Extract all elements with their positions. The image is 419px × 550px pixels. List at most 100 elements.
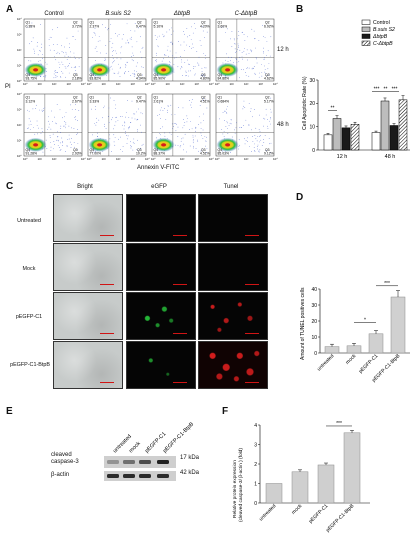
event-dot: [67, 66, 69, 67]
panel-a-x-label: Annexin V-FITC: [137, 165, 180, 171]
event-dot: [40, 24, 42, 25]
bar-control: [323, 134, 333, 151]
event-dot: [75, 69, 76, 71]
event-dot: [130, 141, 131, 143]
event-dot: [264, 65, 265, 67]
event-dot: [264, 71, 266, 73]
event-dot: [130, 38, 132, 40]
x-tick-label: 10⁰: [151, 82, 156, 86]
event-dot: [126, 143, 128, 144]
event-dot: [116, 35, 118, 37]
event-dot: [193, 147, 194, 149]
event-dot: [233, 43, 235, 45]
event-dot: [270, 142, 272, 144]
event-dot: [43, 110, 44, 111]
event-dot: [124, 121, 125, 123]
event-dot: [238, 45, 239, 47]
event-dot: [68, 63, 70, 64]
event-dot: [167, 45, 169, 47]
event-dot: [178, 41, 179, 42]
panel-a-row-12h: 12 h: [277, 47, 289, 53]
event-dot: [194, 135, 196, 137]
event-dot: [206, 136, 207, 138]
event-dot: [159, 132, 160, 134]
event-dot: [186, 121, 188, 123]
event-dot: [128, 42, 130, 44]
band-actin: [157, 474, 169, 478]
event-dot: [129, 126, 130, 128]
bar-control: [371, 132, 381, 151]
event-dot: [256, 62, 258, 64]
event-dot: [171, 43, 173, 45]
event-dot: [127, 135, 129, 137]
event-dot: [181, 61, 183, 63]
event-dot: [66, 145, 68, 146]
event-dot: [187, 118, 188, 119]
q1-value: 0.684%: [218, 100, 230, 104]
event-dot: [226, 112, 227, 113]
event-dot: [159, 128, 161, 130]
population-peak: [161, 143, 167, 147]
event-dot: [180, 68, 182, 70]
event-dot: [38, 127, 39, 129]
event-dot: [263, 59, 265, 60]
event-dot: [111, 119, 112, 121]
x-tick-label: 10⁰: [87, 157, 92, 161]
bar: [265, 483, 283, 504]
event-dot: [118, 63, 119, 65]
q2-value: 6.92%: [264, 25, 274, 29]
event-dot: [124, 122, 126, 124]
x-tick-label: pEGFP-C1: [358, 353, 380, 375]
event-dot: [65, 76, 66, 78]
event-dot: [158, 35, 160, 37]
event-dot: [205, 151, 207, 153]
event-dot: [261, 75, 263, 77]
event-dot: [124, 72, 126, 74]
q3-value: 9.12%: [264, 152, 274, 156]
event-dot: [141, 57, 143, 59]
event-dot: [156, 39, 157, 40]
panel-a-row-48h: 48 h: [277, 122, 289, 128]
event-dot: [166, 49, 168, 51]
scale-bar: [173, 235, 187, 237]
event-dot: [175, 123, 177, 124]
event-dot: [261, 71, 263, 73]
event-dot: [254, 151, 256, 152]
event-dot: [227, 133, 229, 134]
event-dot: [270, 36, 272, 38]
event-dot: [75, 67, 77, 68]
event-dot: [142, 143, 144, 145]
event-dot: [251, 28, 253, 30]
event-dot: [183, 143, 185, 145]
x-tick-label: 10⁴: [209, 157, 214, 161]
event-dot: [107, 28, 109, 29]
panel-b-letter: B: [296, 4, 304, 15]
q3-value: 4.51%: [200, 152, 210, 156]
event-dot: [44, 107, 46, 109]
event-dot: [132, 52, 134, 54]
event-dot: [192, 140, 194, 142]
event-dot: [220, 27, 222, 28]
significance-mark: ***: [336, 421, 342, 427]
panel-c-row-pegfp: pEGFP-C1: [15, 314, 43, 320]
event-dot: [60, 71, 62, 73]
event-dot: [230, 123, 232, 125]
event-dot: [238, 61, 240, 63]
event-dot: [194, 65, 196, 67]
event-dot: [122, 146, 124, 147]
event-dot: [123, 34, 124, 35]
event-dot: [253, 109, 255, 110]
event-dot: [205, 99, 207, 101]
event-dot: [123, 128, 125, 130]
q1-value: 5.10%: [154, 25, 164, 29]
event-dot: [203, 113, 204, 115]
event-dot: [169, 50, 171, 52]
event-dot: [247, 59, 248, 61]
event-dot: [134, 23, 136, 24]
event-dot: [41, 47, 42, 48]
event-dot: [120, 52, 121, 54]
x-tick-label: 10³: [259, 82, 263, 86]
event-dot: [187, 59, 188, 61]
event-dot: [223, 136, 225, 137]
event-dot: [242, 58, 243, 60]
